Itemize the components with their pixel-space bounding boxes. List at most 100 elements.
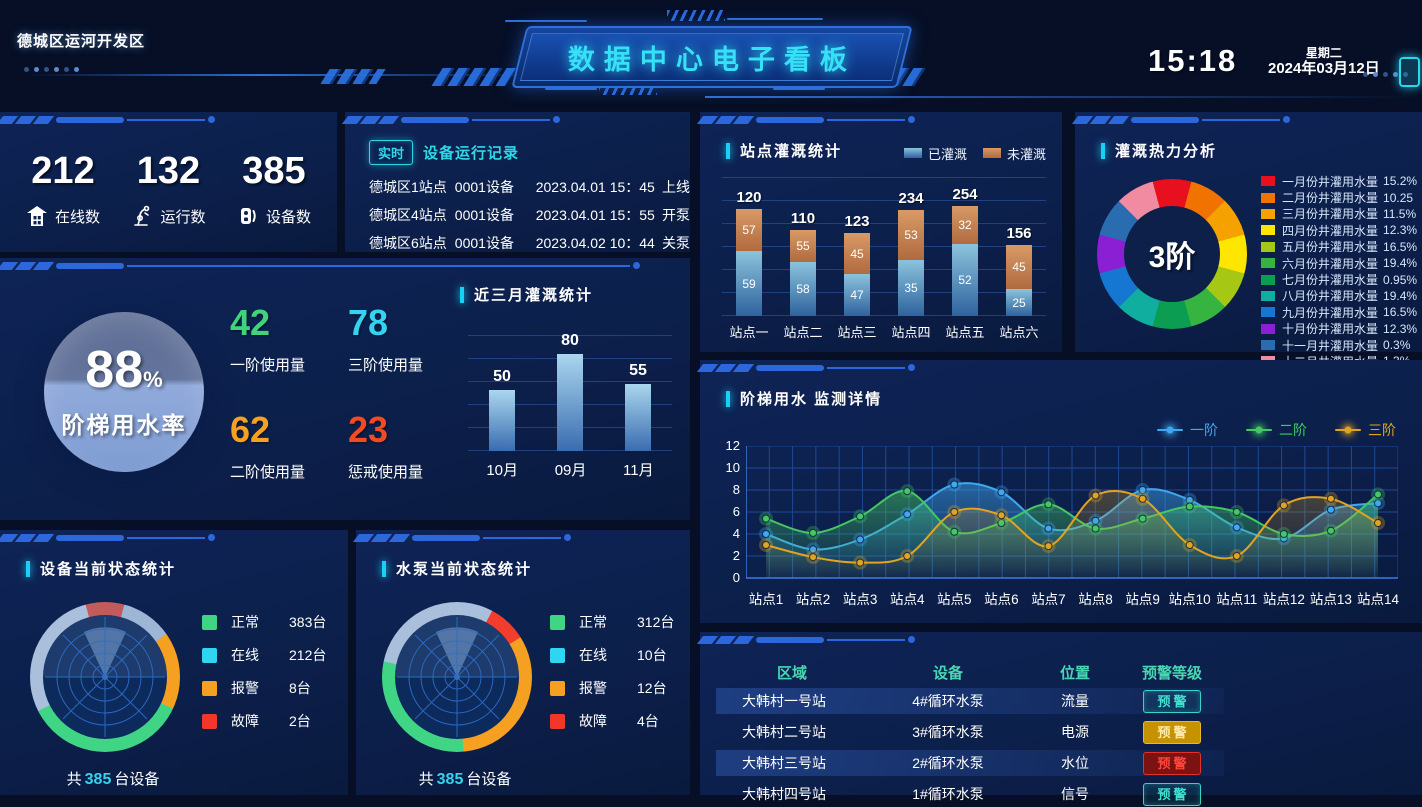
legend-label: 在线 [231,647,259,663]
header: 德城区运河开发区 数据中心电子看板 15:18 星期二 2024年03月12日 [0,0,1422,106]
cell-position: 电源 [1061,724,1089,740]
log-device: 0001设备 [454,179,514,195]
bar-group: 254 32 52 [944,186,986,316]
xaxis-tick-label: 站点11 [1216,592,1258,607]
legend-label: 九月份井灌用水量 [1282,305,1379,320]
section-title-heat: 灌溉热力分析 [1101,140,1422,161]
alert-badge[interactable]: 预警 [1143,720,1201,744]
usage-stat-label: 惩戒使用量 [348,464,424,481]
xaxis-tick-label: 站点14 [1356,592,1400,607]
panel-decor [696,632,915,644]
usage-stat-label: 二阶使用量 [230,464,306,481]
status-legend-item: 正常 383台 [202,612,326,632]
bar-category-label: 站点五 [945,325,985,340]
bar-segment-unirrigated[interactable]: 55 [790,230,816,262]
bar-group: 156 45 25 [998,225,1040,316]
log-panel-title: 设备运行记录 [423,145,520,162]
xaxis-tick-label: 站点7 [1031,592,1066,607]
bar[interactable] [489,390,515,451]
status-legend-item: 在线 10台 [550,645,674,665]
bar-total-label: 234 [898,190,924,207]
bar-segment-unirrigated[interactable]: 32 [952,206,978,244]
panel-step-monitor: 阶梯用水 监测详情 一阶 二阶 三阶 0 2 4 6 8 10 12 站点1 站点2 站点3 站点4 站… [696,360,1422,623]
bar-value-label: 55 [629,362,647,379]
cell-region: 大韩村二号站 [742,724,826,740]
bar-category-label: 11月 [623,462,654,479]
usage-stat-value: 62 [230,409,271,450]
gauge-value: 88 [85,341,144,399]
cell-region: 大韩村四号站 [742,786,826,802]
legend-count: 4台 [637,713,659,729]
building-icon [27,206,47,226]
legend-count: 12台 [637,680,667,696]
yaxis-tick-label: 2 [732,548,740,563]
cell-level: 预警 [1122,782,1222,806]
date-label: 2024年03月12日 [1268,60,1380,78]
line-legend-item: 三阶 [1335,420,1396,440]
panel-decor [1071,112,1290,124]
bar-group: 110 55 58 [782,210,824,316]
alert-badge[interactable]: 预警 [1143,751,1201,775]
log-time: 2023.04.01 15：45 [535,179,655,195]
panel-decor [0,258,640,270]
bar-category-label: 站点一 [729,325,769,340]
usage-stats-grid: 42 一阶使用量 78 三阶使用量 62 二阶使用量 23 惩戒使用量 [230,302,460,482]
bar-segment-irrigated[interactable]: 25 [1006,289,1032,316]
bar[interactable] [625,384,651,451]
bar-total-label: 120 [736,189,762,206]
stat-online-label: 在线数 [55,208,101,226]
section-title-step-monitor: 阶梯用水 监测详情 [726,388,1422,409]
legend-value: 0.3% [1383,338,1411,353]
xaxis-tick-label: 站点12 [1262,592,1305,607]
legend-value: 12.3% [1383,223,1418,238]
legend-value: 19.4% [1383,256,1418,271]
yaxis-tick-label: 10 [725,460,740,475]
stat-devices-value: 385 [242,150,306,192]
legend-label: 三月份井灌用水量 [1282,207,1379,222]
device-total: 共 385 台设备 [66,771,160,788]
bar-segment-irrigated[interactable]: 35 [898,260,924,316]
line-legend-item: 一阶 [1157,420,1218,440]
legend-swatch [1261,323,1275,334]
robot-arm-icon [134,205,150,226]
yaxis-tick-label: 0 [732,570,740,585]
legend-swatch [1261,340,1275,351]
main-title-banner: 数据中心电子看板 [511,26,913,88]
bar-value-label: 80 [561,332,579,349]
bar-segment-irrigated[interactable]: 52 [952,244,978,316]
cell-device: 4#循环水泵 [912,693,984,709]
panel-alert-table: 区域 设备 位置 预警等级 大韩村一号站 4#循环水泵 流量 预警 大韩村二号站 3#循环… [696,632,1422,806]
col-position: 位置 [1059,664,1090,682]
log-action: 开泵 [662,207,690,223]
alert-badge[interactable]: 预警 [1143,689,1201,713]
line-legend-marker [1335,426,1361,434]
alert-badge[interactable]: 预警 [1143,782,1201,806]
log-action: 关泵 [662,235,690,251]
corner-chip-decor [1399,57,1420,87]
bar-segment-unirrigated[interactable]: 45 [844,233,870,274]
bar-segment-irrigated[interactable]: 47 [844,274,870,316]
legend-label: 正常 [579,614,607,630]
irrigation-legend: 已灌溉 未灌溉 [903,144,1046,163]
legend-unirrigated: 未灌溉 [982,144,1046,163]
bar-segment-irrigated[interactable]: 59 [736,251,762,316]
cell-region: 大韩村三号站 [742,755,826,771]
table-row: 大韩村二号站 3#循环水泵 电源 预警 [716,719,1224,745]
cell-level: 预警 [1122,720,1222,744]
table-row: 大韩村四号站 1#循环水泵 信号 预警 [716,781,1224,807]
col-device: 设备 [932,664,963,682]
bar-segment-irrigated[interactable]: 58 [790,262,816,316]
cell-position: 流量 [1061,693,1089,709]
xaxis-tick-label: 站点8 [1078,592,1113,607]
bar-segment-unirrigated[interactable]: 45 [1006,245,1032,289]
panel-decor [341,112,560,124]
legend-swatch [1261,208,1275,219]
heat-legend: 一月份井灌用水量 15.2% 二月份井灌用水量 10.25 三月份井灌用水量 11.5% 四… [1261,173,1417,370]
bar-segment-unirrigated[interactable]: 57 [736,209,762,251]
bar-segment-unirrigated[interactable]: 53 [898,210,924,260]
legend-value: 11.5% [1383,206,1417,221]
bar[interactable] [557,354,583,451]
heat-legend-item: 三月份井灌用水量 11.5% [1261,206,1417,222]
line-decor [505,20,587,22]
section-title-pump-status: 水泵当前状态统计 [382,558,690,579]
